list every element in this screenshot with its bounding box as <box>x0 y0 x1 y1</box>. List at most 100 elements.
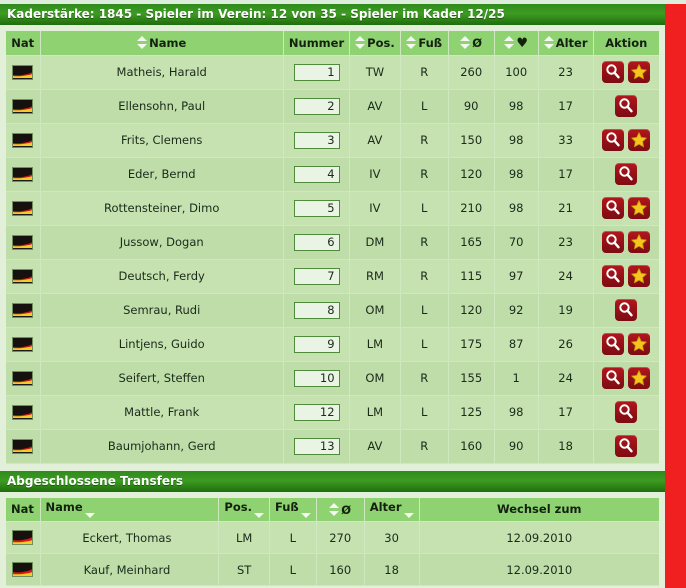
cell-alter: 24 <box>538 361 594 396</box>
col-header-alter[interactable]: Alter <box>538 31 594 56</box>
sort-arrow-icon[interactable] <box>253 504 264 519</box>
table-row[interactable]: Frits, Clemens 3 AV R 150 98 33 <box>6 123 659 158</box>
jersey-number-input[interactable]: 7 <box>293 267 340 285</box>
transfers-title-bar: Abgeschlossene Transfers <box>0 470 665 492</box>
magnifier-icon[interactable] <box>602 61 625 83</box>
cell-nummer[interactable]: 2 <box>283 89 351 124</box>
cell-nummer[interactable]: 9 <box>283 327 351 362</box>
star-icon[interactable] <box>628 333 651 355</box>
star-icon[interactable] <box>628 265 651 287</box>
cell-nummer[interactable]: 4 <box>283 157 351 192</box>
sort-arrow-icon[interactable] <box>300 504 311 519</box>
magnifier-icon[interactable] <box>615 435 638 457</box>
magnifier-icon[interactable] <box>602 129 625 151</box>
magnifier-icon[interactable] <box>615 163 638 185</box>
magnifier-icon[interactable] <box>602 231 625 253</box>
jersey-number-input[interactable]: 2 <box>293 97 340 115</box>
jersey-number-input[interactable]: 9 <box>293 335 340 353</box>
table-row[interactable]: Baumjohann, Gerd 13 AV R 160 90 18 <box>6 429 659 464</box>
t-col-label-average: Ø <box>341 502 352 517</box>
col-header-nummer[interactable]: Nummer <box>283 31 351 56</box>
sort-arrow-icon[interactable] <box>84 504 95 519</box>
cell-nummer[interactable]: 7 <box>283 259 351 294</box>
cell-nat <box>6 293 41 328</box>
table-row[interactable]: Mattle, Frank 12 LM L 125 98 17 <box>6 395 659 430</box>
table-row[interactable]: Deutsch, Ferdy 7 RM R 115 97 24 <box>6 259 659 294</box>
t-col-header-name[interactable]: Name <box>40 497 220 522</box>
cell-nummer[interactable]: 13 <box>283 429 351 464</box>
magnifier-icon[interactable] <box>602 197 625 219</box>
t-col-header-nat[interactable]: Nat <box>6 497 41 522</box>
star-icon[interactable] <box>628 129 651 151</box>
cell-alter: 23 <box>538 225 594 260</box>
t-col-header-wechsel[interactable]: Wechsel zum <box>419 497 659 522</box>
t-col-label-wechsel: Wechsel zum <box>496 502 582 517</box>
magnifier-icon[interactable] <box>615 299 638 321</box>
cell-nummer[interactable]: 8 <box>283 293 351 328</box>
cell-nummer[interactable]: 12 <box>283 395 351 430</box>
cell-wechsel: 12.09.2010 <box>419 553 659 586</box>
col-header-nat[interactable]: Nat <box>6 31 41 56</box>
sort-arrow-icon[interactable] <box>403 504 414 519</box>
col-header-fitness[interactable]: ♥ <box>494 31 539 56</box>
jersey-number-input[interactable]: 8 <box>293 301 340 319</box>
jersey-number-input[interactable]: 5 <box>293 199 340 217</box>
col-label-nat: Nat <box>11 35 35 50</box>
cell-alter: 21 <box>538 191 594 226</box>
jersey-number-input[interactable]: 3 <box>293 131 340 149</box>
magnifier-icon[interactable] <box>602 265 625 287</box>
magnifier-icon[interactable] <box>602 333 625 355</box>
cell-fuss: R <box>400 361 449 396</box>
de-flag-icon <box>12 132 34 148</box>
cell-nummer[interactable]: 10 <box>283 361 351 396</box>
table-row[interactable]: Seifert, Steffen 10 OM R 155 1 24 <box>6 361 659 396</box>
col-header-fuss[interactable]: Fuß <box>400 31 449 56</box>
star-icon[interactable] <box>628 367 651 389</box>
jersey-number-input[interactable]: 6 <box>293 233 340 251</box>
table-row[interactable]: Eder, Bernd 4 IV R 120 98 17 <box>6 157 659 192</box>
table-row[interactable]: Jussow, Dogan 6 DM R 165 70 23 <box>6 225 659 260</box>
t-col-header-pos[interactable]: Pos. <box>218 497 270 522</box>
jersey-number-input[interactable]: 4 <box>293 165 340 183</box>
sort-arrow-icon[interactable] <box>329 502 340 517</box>
transfers-section: Abgeschlossene Transfers <box>0 470 665 492</box>
cell-nummer[interactable]: 3 <box>283 123 351 158</box>
table-row[interactable]: Eckert, Thomas LM L 270 30 12.09.2010 <box>6 521 659 554</box>
sort-arrow-icon[interactable] <box>543 35 554 50</box>
sort-arrow-icon[interactable] <box>355 35 366 50</box>
col-header-pos[interactable]: Pos. <box>349 31 401 56</box>
table-row[interactable]: Matheis, Harald 1 TW R 260 100 23 <box>6 55 659 90</box>
cell-wechsel: 12.09.2010 <box>419 521 659 554</box>
cell-fitness: 70 <box>494 225 539 260</box>
jersey-number-input[interactable]: 1 <box>293 63 340 81</box>
table-row[interactable]: Rottensteiner, Dimo 5 IV L 210 98 21 <box>6 191 659 226</box>
magnifier-icon[interactable] <box>615 95 638 117</box>
table-row[interactable]: Ellensohn, Paul 2 AV L 90 98 17 <box>6 89 659 124</box>
col-label-average: Ø <box>472 36 483 51</box>
sort-arrow-icon[interactable] <box>406 35 417 50</box>
cell-nummer[interactable]: 6 <box>283 225 351 260</box>
col-header-average[interactable]: Ø <box>448 31 495 56</box>
table-row[interactable]: Kauf, Meinhard ST L 160 18 12.09.2010 <box>6 553 659 586</box>
magnifier-icon[interactable] <box>615 401 638 423</box>
t-col-header-fuss[interactable]: Fuß <box>269 497 317 522</box>
magnifier-icon[interactable] <box>602 367 625 389</box>
cell-nummer[interactable]: 5 <box>283 191 351 226</box>
cell-name: Eder, Bernd <box>40 157 284 192</box>
jersey-number-input[interactable]: 10 <box>293 369 340 387</box>
t-col-header-average[interactable]: Ø <box>316 497 365 522</box>
jersey-number-input[interactable]: 12 <box>293 403 340 421</box>
col-header-name[interactable]: Name <box>40 31 284 56</box>
sort-arrow-icon[interactable] <box>504 35 515 50</box>
jersey-number-input[interactable]: 13 <box>293 437 340 455</box>
sort-arrow-icon[interactable] <box>137 35 148 50</box>
star-icon[interactable] <box>628 231 651 253</box>
sort-arrow-icon[interactable] <box>460 35 471 50</box>
star-icon[interactable] <box>628 61 651 83</box>
t-col-header-alter[interactable]: Alter <box>364 497 420 522</box>
table-row[interactable]: Lintjens, Guido 9 LM L 175 87 26 <box>6 327 659 362</box>
cell-nat <box>6 327 41 362</box>
table-row[interactable]: Semrau, Rudi 8 OM L 120 92 19 <box>6 293 659 328</box>
cell-nummer[interactable]: 1 <box>283 55 351 90</box>
star-icon[interactable] <box>628 197 651 219</box>
